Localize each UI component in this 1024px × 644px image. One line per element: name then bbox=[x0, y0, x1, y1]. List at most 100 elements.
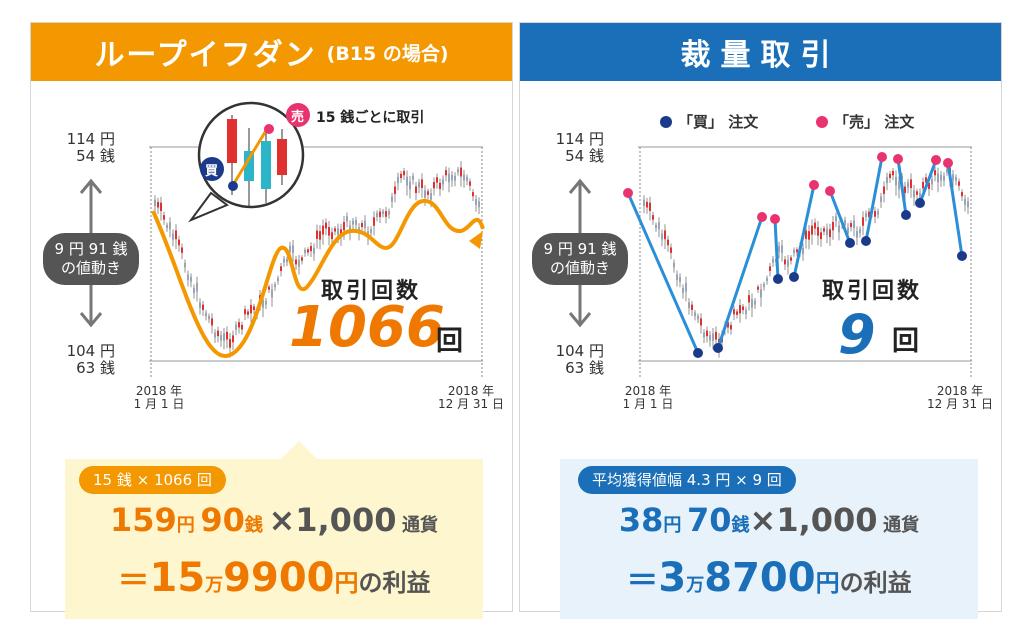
candle-body bbox=[709, 334, 711, 341]
candle-body bbox=[781, 245, 783, 253]
candle-body bbox=[208, 315, 210, 320]
candle-body bbox=[907, 182, 909, 188]
candle-body bbox=[925, 177, 927, 183]
candle-body bbox=[274, 284, 276, 288]
candle-body bbox=[430, 193, 432, 200]
candle-body bbox=[409, 181, 411, 190]
candle-body bbox=[853, 220, 855, 228]
candle-body bbox=[931, 179, 933, 185]
r-tail: の利益 bbox=[358, 569, 431, 597]
sell-order-dot bbox=[825, 186, 835, 196]
sell-badge: 売 bbox=[291, 110, 305, 125]
candle-body bbox=[322, 225, 324, 235]
candle-body bbox=[412, 175, 414, 180]
r-currency: 通貨 bbox=[883, 515, 920, 536]
r-yen-unit: 円 bbox=[663, 515, 682, 536]
candle-body bbox=[283, 258, 285, 263]
candle-body bbox=[733, 309, 735, 315]
candle-body bbox=[463, 174, 465, 181]
candle-body bbox=[685, 282, 687, 292]
sell-order-dot bbox=[943, 158, 953, 168]
candlestick-series bbox=[154, 161, 480, 358]
candle-body bbox=[877, 211, 879, 215]
candle-body bbox=[757, 286, 759, 290]
candle-body bbox=[421, 179, 423, 188]
candle-body bbox=[814, 222, 816, 229]
buy-order-dot bbox=[845, 238, 855, 248]
candle-body bbox=[778, 246, 780, 252]
candle-body bbox=[262, 299, 264, 308]
candlestick-series bbox=[643, 161, 969, 358]
r-amount: 1,000 bbox=[295, 501, 397, 539]
trade-arrow-icon bbox=[773, 218, 780, 280]
sell-order-dot bbox=[809, 180, 819, 190]
range-value: 9 円 91 銭 bbox=[543, 240, 617, 258]
candle-body bbox=[964, 199, 966, 205]
range-pill: 9 円 91 銭 の値動き bbox=[43, 233, 139, 285]
r-man: 15 bbox=[149, 555, 206, 601]
right-header: 裁量取引 bbox=[520, 23, 1001, 81]
right-title: 裁量取引 bbox=[680, 38, 841, 73]
candle-body bbox=[241, 324, 243, 330]
candle-body bbox=[895, 176, 897, 186]
trade-count-unit: 回 bbox=[892, 326, 919, 357]
candle-body bbox=[271, 289, 273, 298]
date-end-day: 12 月 31 日 bbox=[438, 397, 504, 411]
candle-body bbox=[745, 309, 747, 315]
candle-body bbox=[715, 331, 717, 340]
r-times: × bbox=[268, 501, 296, 539]
date-end-year: 2018 年 bbox=[936, 384, 984, 398]
candle-body bbox=[394, 186, 396, 194]
candle-body bbox=[793, 249, 795, 254]
candle-body bbox=[454, 175, 456, 181]
candle-body bbox=[178, 239, 180, 246]
candle-body bbox=[835, 216, 837, 222]
candle-body bbox=[433, 182, 435, 189]
candle-body bbox=[958, 181, 960, 186]
loop-ifdone-panel: ループイフダン (B15 の場合) bbox=[30, 22, 513, 619]
candle-body bbox=[739, 305, 741, 314]
candle-body bbox=[868, 211, 870, 217]
result-pointer bbox=[279, 441, 319, 461]
candle-body bbox=[913, 190, 915, 198]
candle-body bbox=[472, 192, 474, 197]
candle-body bbox=[427, 191, 429, 195]
candle-body bbox=[247, 311, 249, 315]
left-price-chart bbox=[79, 101, 485, 378]
candle-body bbox=[811, 225, 813, 235]
candle-body bbox=[694, 312, 696, 317]
range-caption: の値動き bbox=[549, 259, 610, 277]
candle-body bbox=[691, 304, 693, 310]
date-start: 2018 年 1 月 1 日 bbox=[618, 385, 678, 411]
candle-body bbox=[748, 295, 750, 303]
candle-body bbox=[727, 322, 729, 328]
candle-body bbox=[784, 259, 786, 265]
sell-dot-icon bbox=[816, 116, 828, 128]
candle-body bbox=[280, 266, 282, 272]
candle-body bbox=[295, 259, 297, 265]
r-tail: の利益 bbox=[839, 569, 912, 597]
candle-body bbox=[352, 220, 354, 225]
candle-body bbox=[319, 231, 321, 240]
candle-body bbox=[298, 259, 300, 267]
candle-body bbox=[364, 220, 366, 228]
candle-body bbox=[862, 217, 864, 226]
candle-body bbox=[388, 211, 390, 215]
candle-body bbox=[376, 213, 378, 217]
left-subtitle: (B15 の場合) bbox=[326, 42, 449, 65]
candle-body bbox=[769, 266, 771, 272]
candle-body bbox=[373, 217, 375, 226]
date-start: 2018 年 1 月 1 日 bbox=[129, 385, 189, 411]
y-top-sen: 54 銭 bbox=[565, 147, 604, 165]
range-value: 9 円 91 銭 bbox=[54, 240, 128, 258]
trade-count-label: 取引回数 bbox=[822, 279, 923, 304]
candle-body bbox=[193, 287, 195, 293]
candle-body bbox=[808, 231, 810, 240]
trade-count-unit: 回 bbox=[436, 326, 463, 357]
candle-body bbox=[826, 228, 828, 236]
candle-body bbox=[451, 174, 453, 181]
result-tag: 15 銭 × 1066 回 bbox=[79, 466, 226, 494]
candle-body bbox=[229, 339, 231, 348]
r-sen: 70 bbox=[686, 501, 732, 539]
candle-body bbox=[439, 182, 441, 189]
